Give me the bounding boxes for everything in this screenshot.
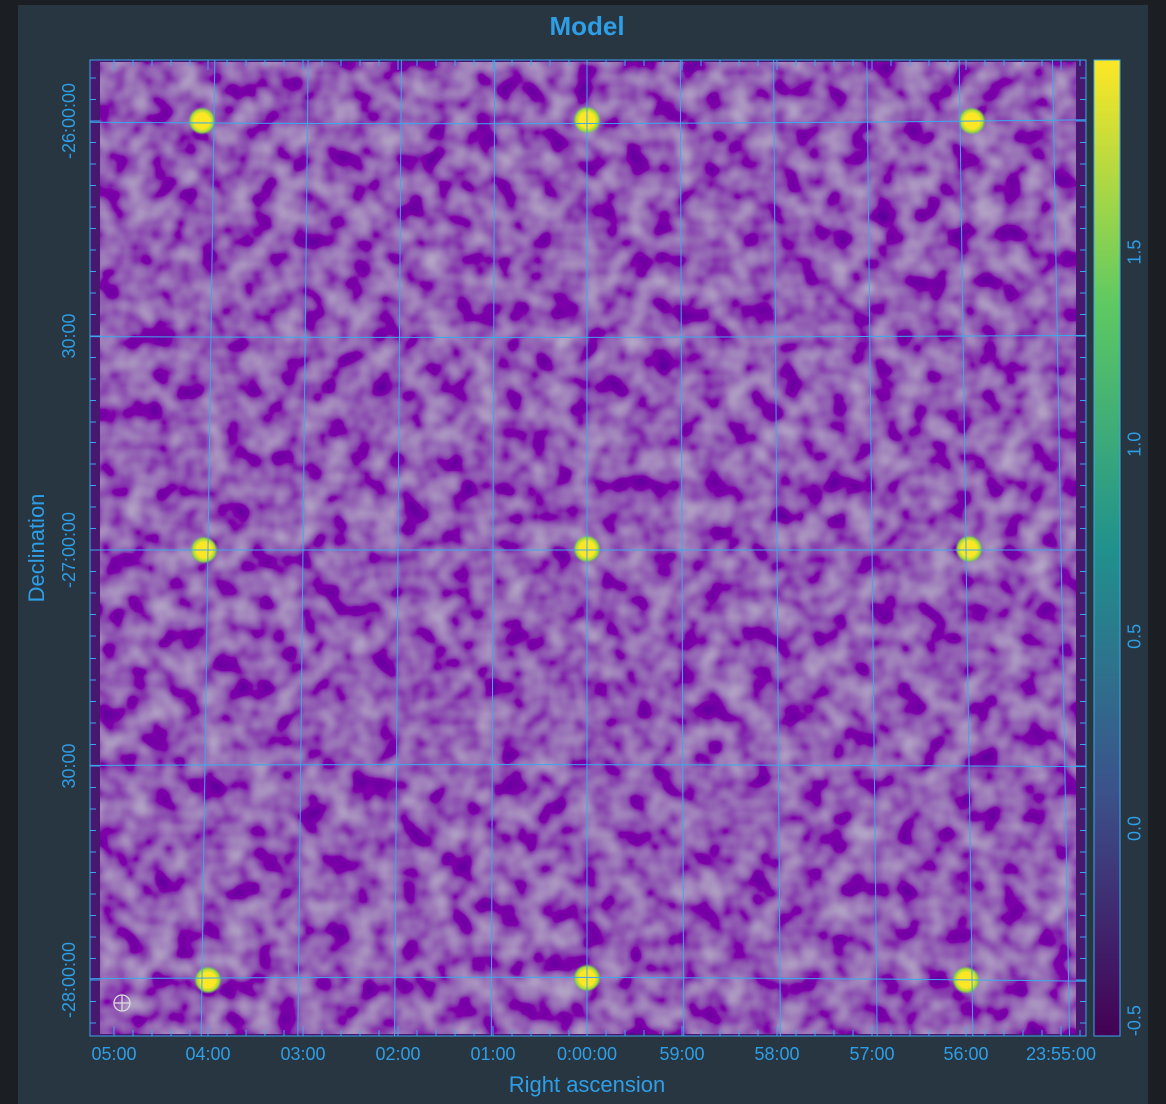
x-tick-label: 04:00 [185, 1044, 230, 1064]
image-viewer: Model Right ascension Declination 05:00 0… [0, 0, 1166, 1104]
x-tick-label: 0:00:00 [557, 1044, 617, 1064]
x-tick-label: 56:00 [943, 1044, 988, 1064]
y-tick-label: -28:00:00 [59, 942, 79, 1018]
colorbar-tick-label: 0.0 [1125, 816, 1145, 841]
y-tick-label: -27:00:00 [59, 512, 79, 588]
colorbar-tick-label: 0.5 [1125, 624, 1145, 649]
x-tick-label: 03:00 [280, 1044, 325, 1064]
y-axis-label: Declination [24, 494, 49, 603]
point-source [194, 966, 222, 994]
y-tick-label: 30:00 [59, 743, 79, 788]
point-source [955, 535, 983, 563]
colorbar-tick-label: 1.5 [1125, 240, 1145, 265]
x-tick-label: 57:00 [849, 1044, 894, 1064]
title: Model [549, 11, 624, 41]
x-tick-label: 01:00 [470, 1044, 515, 1064]
x-tick-label: 02:00 [375, 1044, 420, 1064]
y-tick-label: -26:00:00 [59, 83, 79, 159]
colorbar-tick-label: -0.5 [1125, 1005, 1145, 1036]
x-tick-label: 05:00 [91, 1044, 136, 1064]
x-axis-label: Right ascension [509, 1072, 666, 1097]
x-tick-label: 58:00 [754, 1044, 799, 1064]
page: Model Right ascension Declination 05:00 0… [0, 0, 1166, 1104]
beam-icon [114, 995, 130, 1011]
colorbar-tick-label: 1.0 [1125, 432, 1145, 457]
x-tick-label: 59:00 [659, 1044, 704, 1064]
x-tick-label: 23:55:00 [1026, 1044, 1096, 1064]
y-tick-label: 30:00 [59, 313, 79, 358]
point-source [188, 107, 216, 135]
colorbar [1094, 60, 1120, 1036]
